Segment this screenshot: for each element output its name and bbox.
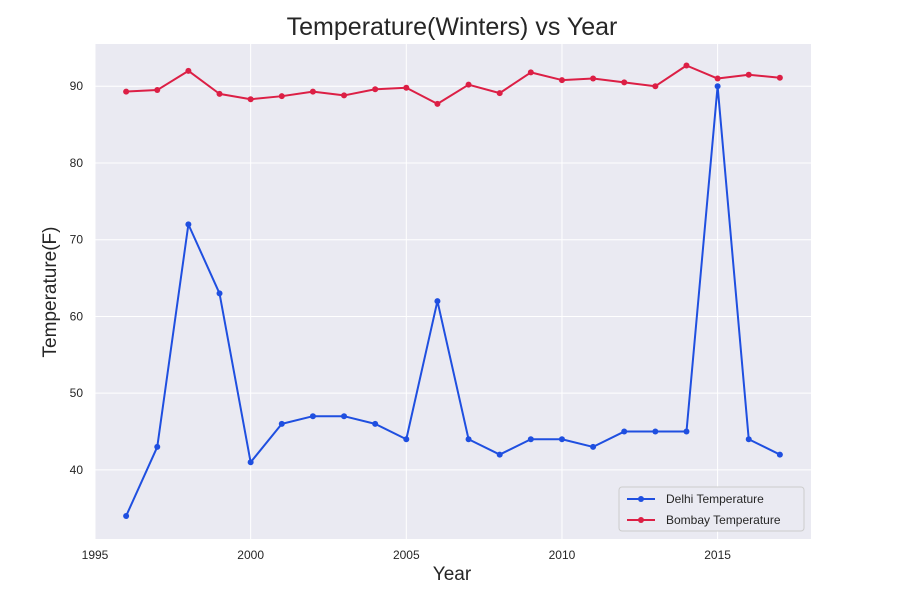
- x-axis-ticks: 1995 2000 2005 2010 2015: [82, 548, 732, 562]
- series-line: [126, 64, 780, 105]
- data-point: [278, 420, 285, 427]
- y-tick-label: 80: [70, 156, 84, 170]
- data-point: [496, 90, 503, 97]
- data-point: [341, 413, 348, 420]
- data-point: [185, 67, 192, 74]
- data-point: [745, 436, 752, 443]
- data-point: [309, 88, 316, 95]
- x-tick-label: 2000: [237, 548, 264, 562]
- y-tick-label: 50: [70, 386, 84, 400]
- data-point: [745, 71, 752, 78]
- data-point: [247, 96, 254, 103]
- data-point: [123, 512, 130, 519]
- data-point: [434, 298, 441, 305]
- y-tick-label: 90: [70, 79, 84, 93]
- y-tick-label: 40: [70, 463, 84, 477]
- data-point: [776, 74, 783, 81]
- data-point: [465, 436, 472, 443]
- x-tick-label: 2005: [393, 548, 420, 562]
- data-point: [372, 420, 379, 427]
- series-layer: [123, 62, 783, 519]
- data-point: [434, 100, 441, 107]
- data-point: [216, 90, 223, 97]
- x-tick-label: 2010: [549, 548, 576, 562]
- x-axis-label: Year: [433, 564, 472, 585]
- data-point: [683, 428, 690, 435]
- data-point: [216, 290, 223, 297]
- data-point: [309, 413, 316, 420]
- data-point: [683, 62, 690, 69]
- data-point: [403, 436, 410, 443]
- legend-label: Delhi Temperature: [666, 492, 764, 506]
- data-point: [527, 69, 534, 76]
- data-point: [558, 436, 565, 443]
- legend-swatch-marker: [638, 517, 644, 523]
- data-point: [652, 428, 659, 435]
- data-point: [621, 79, 628, 86]
- data-point: [372, 86, 379, 93]
- data-point: [403, 84, 410, 91]
- data-point: [341, 92, 348, 99]
- chart-title: Temperature(Winters) vs Year: [287, 13, 618, 41]
- y-tick-label: 70: [70, 233, 84, 247]
- data-point: [247, 459, 254, 466]
- data-point: [558, 77, 565, 84]
- data-point: [652, 83, 659, 90]
- legend-box: [618, 486, 805, 532]
- grid-lines: [94, 44, 811, 539]
- data-point: [590, 75, 597, 82]
- data-point: [621, 428, 628, 435]
- plot-area: [95, 44, 811, 539]
- series-1: [123, 83, 783, 519]
- data-point: [465, 81, 472, 88]
- data-point: [776, 451, 783, 458]
- data-point: [590, 443, 597, 450]
- data-point: [527, 436, 534, 443]
- series-line: [125, 85, 781, 517]
- data-point: [496, 451, 503, 458]
- x-tick-label: 1995: [82, 548, 109, 562]
- data-point: [278, 93, 285, 100]
- data-point: [185, 221, 192, 228]
- series-2: [123, 62, 783, 107]
- x-tick-label: 2015: [704, 548, 731, 562]
- legend-label: Bombay Temperature: [666, 513, 781, 527]
- data-point: [154, 87, 161, 94]
- legend-swatch-marker: [638, 496, 644, 502]
- data-point: [714, 75, 721, 82]
- y-axis-label: Temperature(F): [40, 227, 61, 358]
- legend: Delhi Temperature Bombay Temperature: [618, 486, 805, 532]
- data-point: [714, 83, 721, 90]
- y-axis-ticks: 40 50 60 70 80 90: [70, 79, 84, 477]
- data-point: [154, 443, 161, 450]
- y-tick-label: 60: [70, 309, 84, 323]
- data-point: [123, 88, 130, 95]
